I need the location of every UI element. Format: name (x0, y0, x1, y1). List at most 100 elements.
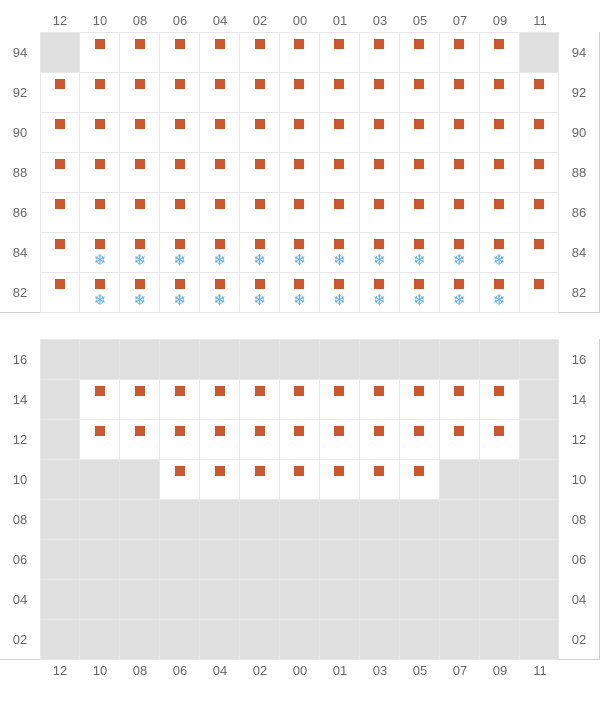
seat-cell[interactable] (359, 459, 400, 500)
seat-cell[interactable] (239, 72, 280, 113)
seat-cell[interactable]: ❄ (319, 232, 360, 273)
seat-cell[interactable]: ❄ (399, 232, 440, 273)
seat-cell[interactable]: ❄ (119, 232, 160, 273)
seat-cell[interactable] (159, 459, 200, 500)
seat-cell[interactable] (319, 152, 360, 193)
seat-cell[interactable] (119, 72, 160, 113)
seat-cell[interactable]: ❄ (439, 272, 480, 313)
seat-cell[interactable] (479, 152, 520, 193)
seat-cell[interactable] (40, 72, 81, 113)
seat-cell[interactable] (359, 32, 400, 73)
seat-cell[interactable] (159, 419, 200, 460)
seat-cell[interactable] (119, 379, 160, 420)
seat-cell[interactable] (439, 32, 480, 73)
seat-cell[interactable] (199, 379, 240, 420)
seat-cell[interactable] (399, 192, 440, 233)
seat-cell[interactable] (239, 152, 280, 193)
seat-cell[interactable] (159, 192, 200, 233)
seat-cell[interactable] (519, 152, 560, 193)
seat-cell[interactable] (239, 459, 280, 500)
seat-cell[interactable] (199, 192, 240, 233)
seat-cell[interactable] (239, 419, 280, 460)
seat-cell[interactable] (279, 192, 320, 233)
seat-cell[interactable] (519, 72, 560, 113)
seat-cell[interactable] (399, 379, 440, 420)
seat-cell[interactable] (479, 379, 520, 420)
seat-cell[interactable] (359, 379, 400, 420)
seat-cell[interactable]: ❄ (79, 232, 120, 273)
seat-cell[interactable] (79, 72, 120, 113)
seat-cell[interactable] (359, 112, 400, 153)
seat-cell[interactable] (479, 112, 520, 153)
seat-cell[interactable] (159, 112, 200, 153)
seat-cell[interactable] (40, 112, 81, 153)
seat-cell[interactable] (119, 152, 160, 193)
seat-cell[interactable] (519, 112, 560, 153)
seat-cell[interactable] (199, 459, 240, 500)
seat-cell[interactable]: ❄ (199, 272, 240, 313)
seat-cell[interactable] (479, 419, 520, 460)
seat-cell[interactable] (239, 112, 280, 153)
seat-cell[interactable] (279, 32, 320, 73)
seat-cell[interactable] (199, 72, 240, 113)
seat-cell[interactable] (79, 419, 120, 460)
seat-cell[interactable] (319, 419, 360, 460)
seat-cell[interactable] (159, 379, 200, 420)
seat-cell[interactable] (519, 272, 560, 313)
seat-cell[interactable] (279, 419, 320, 460)
seat-cell[interactable] (359, 152, 400, 193)
seat-cell[interactable] (399, 152, 440, 193)
seat-cell[interactable] (159, 152, 200, 193)
seat-cell[interactable] (319, 192, 360, 233)
seat-cell[interactable] (199, 112, 240, 153)
seat-cell[interactable] (279, 112, 320, 153)
seat-cell[interactable] (40, 272, 81, 313)
seat-cell[interactable] (479, 192, 520, 233)
seat-cell[interactable] (279, 72, 320, 113)
seat-cell[interactable]: ❄ (319, 272, 360, 313)
seat-cell[interactable] (319, 112, 360, 153)
seat-cell[interactable] (119, 32, 160, 73)
seat-cell[interactable] (439, 72, 480, 113)
seat-cell[interactable] (439, 152, 480, 193)
seat-cell[interactable] (319, 72, 360, 113)
seat-cell[interactable]: ❄ (159, 232, 200, 273)
seat-cell[interactable]: ❄ (439, 232, 480, 273)
seat-cell[interactable] (519, 232, 560, 273)
seat-cell[interactable]: ❄ (399, 272, 440, 313)
seat-cell[interactable] (79, 112, 120, 153)
seat-cell[interactable]: ❄ (239, 232, 280, 273)
seat-cell[interactable] (519, 192, 560, 233)
seat-cell[interactable] (279, 379, 320, 420)
seat-cell[interactable] (359, 192, 400, 233)
seat-cell[interactable] (40, 192, 81, 233)
seat-cell[interactable] (159, 32, 200, 73)
seat-cell[interactable] (199, 152, 240, 193)
seat-cell[interactable]: ❄ (159, 272, 200, 313)
seat-cell[interactable] (359, 419, 400, 460)
seat-cell[interactable] (119, 419, 160, 460)
seat-cell[interactable] (199, 32, 240, 73)
seat-cell[interactable] (79, 379, 120, 420)
seat-cell[interactable] (319, 459, 360, 500)
seat-cell[interactable] (159, 72, 200, 113)
seat-cell[interactable] (40, 152, 81, 193)
seat-cell[interactable] (79, 32, 120, 73)
seat-cell[interactable] (439, 419, 480, 460)
seat-cell[interactable] (239, 192, 280, 233)
seat-cell[interactable] (479, 32, 520, 73)
seat-cell[interactable] (199, 419, 240, 460)
seat-cell[interactable] (399, 32, 440, 73)
seat-cell[interactable]: ❄ (479, 232, 520, 273)
seat-cell[interactable] (399, 112, 440, 153)
seat-cell[interactable]: ❄ (279, 232, 320, 273)
seat-cell[interactable]: ❄ (119, 272, 160, 313)
seat-cell[interactable] (279, 459, 320, 500)
seat-cell[interactable]: ❄ (239, 272, 280, 313)
seat-cell[interactable]: ❄ (79, 272, 120, 313)
seat-cell[interactable] (439, 192, 480, 233)
seat-cell[interactable] (319, 379, 360, 420)
seat-cell[interactable]: ❄ (279, 272, 320, 313)
seat-cell[interactable] (439, 379, 480, 420)
seat-cell[interactable] (40, 232, 81, 273)
